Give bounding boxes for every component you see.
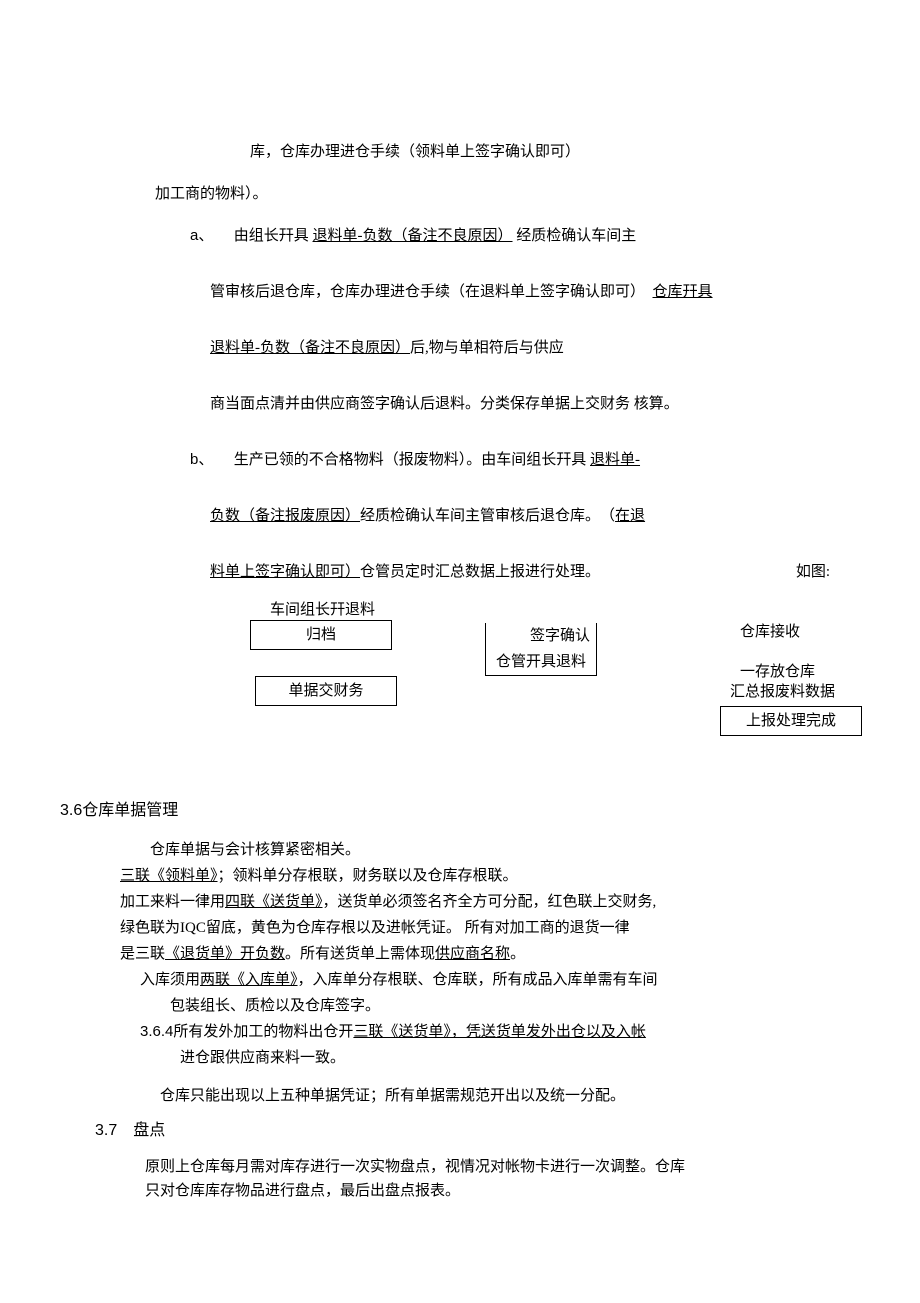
p: 仓库单据与会计核算紧密相关。 <box>150 838 860 862</box>
top-line-1: 库，仓库办理进仓手续（领料单上签字确认即可） <box>250 140 860 164</box>
underline: 料单上签字确认即可） <box>210 564 360 580</box>
text: 入库须用 <box>140 972 200 988</box>
flow-box-report: 上报处理完成 <box>720 706 862 736</box>
item-a-line3: 退料单-负数（备注不良原因）后,物与单相符后与供应 <box>210 336 860 360</box>
p: 进仓跟供应商来料一致。 <box>180 1046 860 1070</box>
top-line-2: 加工商的物料）。 <box>155 182 860 206</box>
flow-summary: 汇总报废料数据 <box>730 680 835 704</box>
text: ；领料单分存根联，财务联以及仓库存根联。 <box>218 868 518 884</box>
text: 。 <box>510 946 525 962</box>
label-a: a、 <box>190 224 230 248</box>
text: 。所有送货单上需体现 <box>285 946 435 962</box>
text: 管审核后退仓库，仓库办理进仓手续（在退料单上签字确认即可） <box>210 284 653 300</box>
text: 由组长幵具 <box>234 228 313 244</box>
text: 仓管员定时汇总数据上报进行处理。 <box>360 564 600 580</box>
section-num: 3.6 <box>60 802 82 819</box>
section-3-7-title: 3.7 盘点 <box>95 1118 860 1144</box>
text: 如图: <box>796 560 830 584</box>
text: 生产已领的不合格物料（报废物料）。由车间组长幵具 <box>234 452 590 468</box>
section-num: 3.7 <box>95 1122 117 1139</box>
text: 经质检确认车间主管审核后退仓库。 （ <box>360 508 615 524</box>
flow-box-archive: 归档 <box>250 620 392 650</box>
label-b: b、 <box>190 448 230 472</box>
item-a-line4: 商当面点清并由供应商签字确认后退料。分类保存单据上交财务 核算。 <box>210 392 860 416</box>
flow-warehouse-receive: 仓库接收 <box>740 620 800 644</box>
underline: 供应商名称 <box>435 946 510 962</box>
text: 经质检确认车间主 <box>513 228 637 244</box>
p: 加工来料一律用四联《送货单》，送货单必须签名齐全方可分配，红色联上交财务, <box>120 890 860 914</box>
item-b-line3: 料单上签字确认即可）仓管员定时汇总数据上报进行处理。 如图: <box>210 560 860 584</box>
underline: 退料单-负数（备注不良原因） <box>210 340 410 356</box>
text: 后,物与单相符后与供应 <box>410 340 564 356</box>
item-a-line1: a、 由组长幵具 退料单-负数（备注不良原因） 经质检确认车间主 <box>190 224 860 248</box>
section-3-6-title: 3.6仓库单据管理 <box>60 798 860 824</box>
text: ，送货单必须签名齐全方可分配，红色联上交财务, <box>323 894 657 910</box>
underline: 退料单- <box>590 452 640 468</box>
flow-box-finance: 单据交财务 <box>255 676 397 706</box>
p: 仓库只能出现以上五种单据凭证；所有单据需规范开出以及统一分配。 <box>160 1084 860 1108</box>
section-3-7-body: 原则上仓库每月需对库存进行一次实物盘点，视情况对帐物卡进行一次调整。仓库 只对仓… <box>145 1155 860 1203</box>
flow-mid-issue: 仓管开具退料 <box>486 649 596 675</box>
underline: 退料单-负数（备注不良原因） <box>313 228 513 244</box>
text: 加工来料一律用 <box>120 894 225 910</box>
num: 3.6.4 <box>140 1023 173 1040</box>
item-b-line2: 负数（备注报废原因）经质检确认车间主管审核后退仓库。 （在退 <box>210 504 860 528</box>
document-page: 库，仓库办理进仓手续（领料单上签字确认即可） 加工商的物料）。 a、 由组长幵具… <box>0 0 920 1263</box>
flow-mid-sign: 签字确认 <box>486 623 596 649</box>
underline: 两联《入库单》 <box>200 972 298 988</box>
text: 所有发外加工的物料出仓开 <box>173 1024 353 1040</box>
p: 是三联《退货单》开负数。所有送货单上需体现供应商名称。 <box>120 942 860 966</box>
p: 三联《领料单》；领料单分存根联，财务联以及仓库存根联。 <box>120 864 860 888</box>
text: 是三联 <box>120 946 165 962</box>
flowchart: 车间组长幵退料 归档 单据交财务 签字确认 仓管开具退料 仓库接收 一存放仓库 … <box>210 598 860 778</box>
underline: 四联《送货单》 <box>225 894 323 910</box>
underline: 三联《领料单》 <box>120 868 218 884</box>
p: 3.6.4所有发外加工的物料出仓开三联《送货单》，凭送货单发外出仓以及入帐 <box>140 1020 860 1044</box>
underline: 仓库幵具 <box>653 284 713 300</box>
item-b-line1: b、 生产已领的不合格物料（报废物料）。由车间组长幵具 退料单- <box>190 448 860 472</box>
p: 包装组长、质检以及仓库签字。 <box>170 994 860 1018</box>
p: 原则上仓库每月需对库存进行一次实物盘点，视情况对帐物卡进行一次调整。仓库 <box>145 1155 860 1179</box>
section-3-6-body: 仓库单据与会计核算紧密相关。 三联《领料单》；领料单分存根联，财务联以及仓库存根… <box>120 838 860 1108</box>
section-text: 仓库单据管理 <box>82 802 178 819</box>
text: ，入库单分存根联、仓库联，所有成品入库单需有车间 <box>298 972 658 988</box>
flow-top-label: 车间组长幵退料 <box>270 598 375 622</box>
p: 入库须用两联《入库单》，入库单分存根联、仓库联，所有成品入库单需有车间 <box>140 968 860 992</box>
underline: 负数（备注报废原因） <box>210 508 360 524</box>
underline: 三联《送货单》，凭送货单发外出仓以及入帐 <box>353 1024 646 1040</box>
p: 绿色联为IQC留底，黄色为仓库存根以及进帐凭证。 所有对加工商的退货一律 <box>120 916 860 940</box>
underline: 《退货单》开负数 <box>165 946 285 962</box>
section-text: 盘点 <box>133 1122 165 1139</box>
underline: 在退 <box>615 508 645 524</box>
item-a-line2: 管审核后退仓库，仓库办理进仓手续（在退料单上签字确认即可） 仓库幵具 <box>210 280 860 304</box>
p: 只对仓库库存物品进行盘点，最后出盘点报表。 <box>145 1179 860 1203</box>
